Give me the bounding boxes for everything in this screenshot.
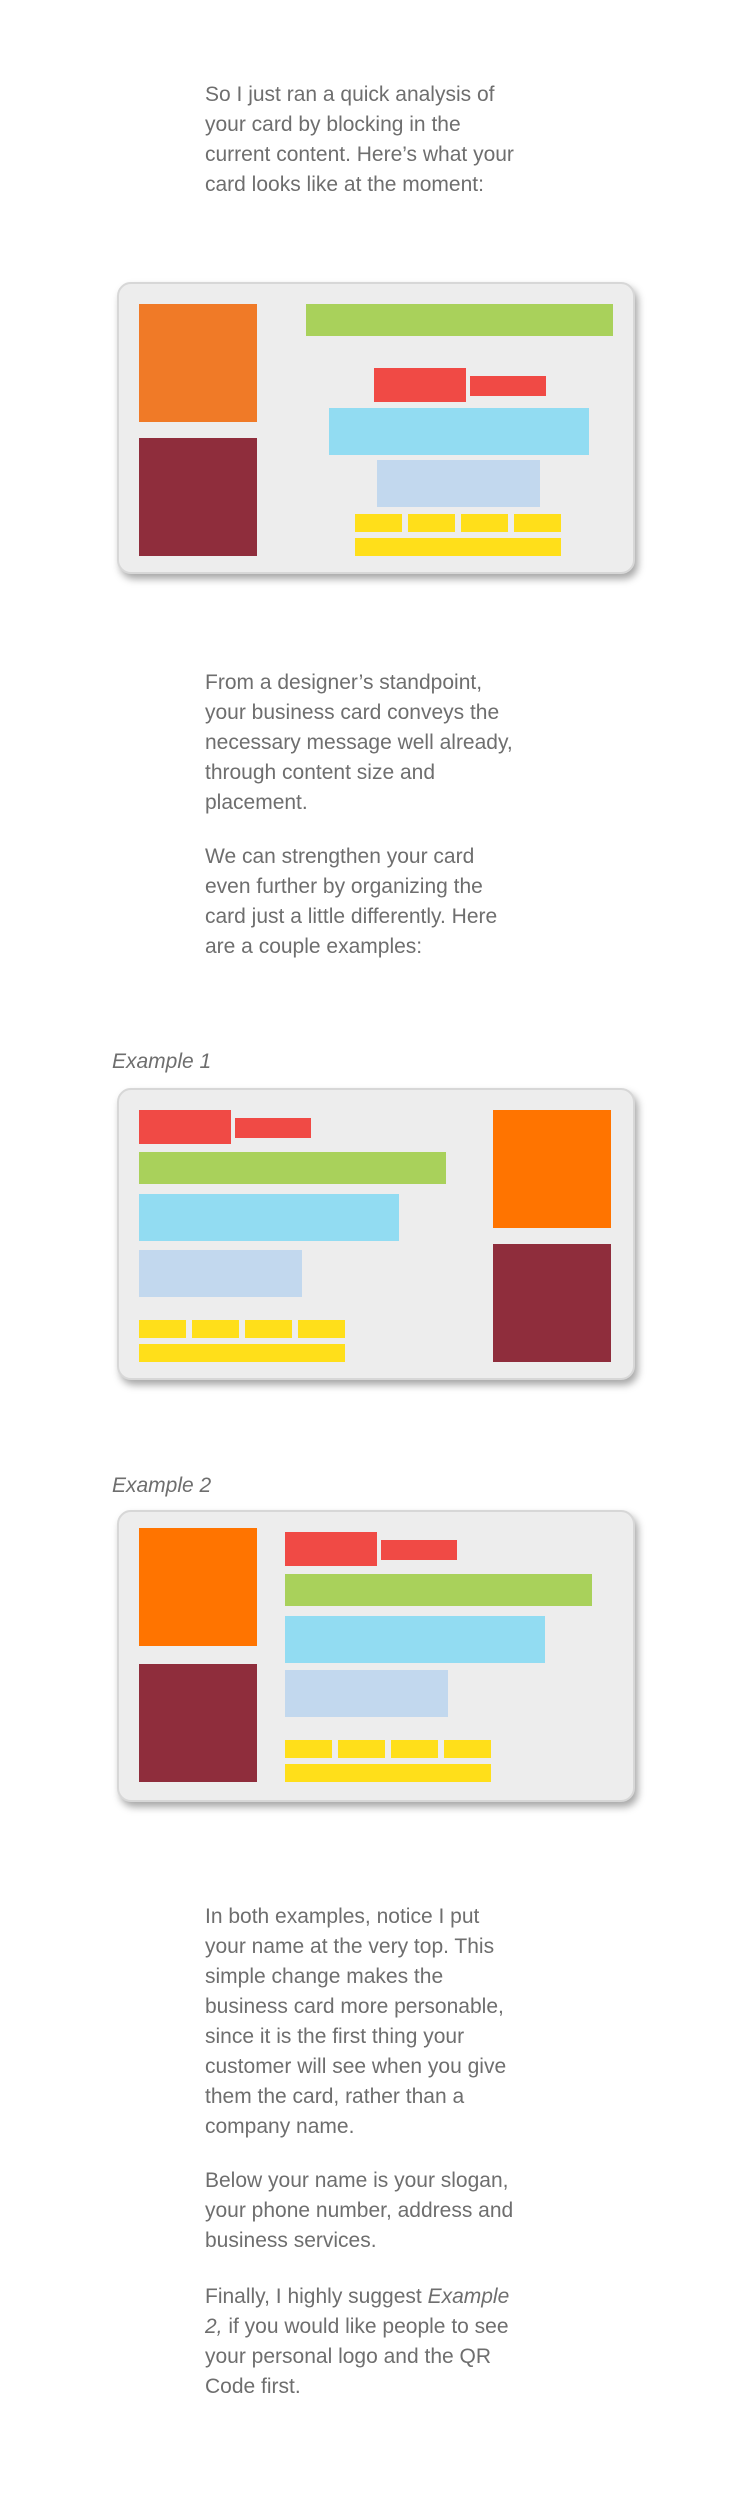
text-line: card looks like at the moment: — [205, 173, 484, 196]
service-block — [298, 1320, 345, 1338]
company-name-block — [285, 1574, 592, 1606]
text-line: your business card conveys the — [205, 701, 500, 724]
closing-paragraph-3: Finally, I highly suggest Example 2, if … — [205, 2282, 560, 2402]
text-line: Code first. — [205, 2375, 301, 2398]
text-line: if you would like people to see — [222, 2315, 509, 2338]
qr-code-block — [139, 1664, 257, 1782]
text-line: your phone number, address and — [205, 2199, 514, 2222]
name-block — [139, 1110, 231, 1144]
example-1-label: Example 1 — [112, 1050, 212, 1073]
name-block — [285, 1532, 377, 1566]
text-line: since it is the first thing your — [205, 2025, 465, 2048]
middle-paragraph-2: We can strengthen your card even further… — [205, 842, 560, 962]
text-line: your card by blocking in the — [205, 113, 461, 136]
address-block — [355, 538, 561, 556]
text-line: placement. — [205, 791, 308, 814]
slogan-block — [139, 1194, 399, 1241]
logo-block — [493, 1110, 611, 1228]
service-block — [285, 1740, 332, 1758]
address-block — [139, 1344, 345, 1362]
address-block — [285, 1764, 491, 1782]
logo-block — [139, 1528, 257, 1646]
service-block — [192, 1320, 239, 1338]
text-line: company name. — [205, 2115, 355, 2138]
qr-code-block — [139, 438, 257, 556]
logo-block — [139, 304, 257, 422]
example-2-card-diagram — [117, 1510, 635, 1802]
company-name-block — [139, 1152, 446, 1184]
service-block — [408, 514, 455, 532]
qr-code-block — [493, 1244, 611, 1362]
service-block — [461, 514, 508, 532]
text-line: customer will see when you give — [205, 2055, 507, 2078]
service-block — [355, 514, 402, 532]
service-block — [338, 1740, 385, 1758]
text-line: business services. — [205, 2229, 377, 2252]
service-block — [391, 1740, 438, 1758]
text-line: So I just ran a quick analysis of — [205, 83, 495, 106]
name-block — [374, 368, 466, 402]
closing-paragraph-1: In both examples, notice I put your name… — [205, 1902, 560, 2142]
text-emphasis: Example — [427, 2285, 510, 2308]
title-block — [381, 1540, 457, 1560]
service-block — [139, 1320, 186, 1338]
text-line: necessary message well already, — [205, 731, 513, 754]
company-name-block — [306, 304, 613, 336]
slogan-block — [329, 408, 589, 455]
text-line: even further by organizing the — [205, 875, 483, 898]
service-block — [514, 514, 561, 532]
title-block — [470, 376, 546, 396]
text-line: through content size and — [205, 761, 435, 784]
text-line: Below your name is your slogan, — [205, 2169, 509, 2192]
text-line: We can strengthen your card — [205, 845, 475, 868]
phone-block — [377, 460, 540, 507]
phone-block — [139, 1250, 302, 1297]
text-line: are a couple examples: — [205, 935, 423, 958]
text-line: your name at the very top. This — [205, 1935, 495, 1958]
intro-paragraph: So I just ran a quick analysis of your c… — [205, 80, 560, 200]
title-block — [235, 1118, 311, 1138]
slogan-block — [285, 1616, 545, 1663]
closing-paragraph-2: Below your name is your slogan, your pho… — [205, 2166, 560, 2256]
text-line: current content. Here’s what your — [205, 143, 514, 166]
example-2-label: Example 2 — [112, 1474, 212, 1497]
text-emphasis: 2, — [205, 2315, 223, 2338]
text-line: simple change makes the — [205, 1965, 444, 1988]
text-line: In both examples, notice I put — [205, 1905, 480, 1928]
current-card-diagram — [117, 282, 635, 574]
text-line: business card more personable, — [205, 1995, 504, 2018]
text-line: them the card, rather than a — [205, 2085, 465, 2108]
text-line: your personal logo and the QR — [205, 2345, 492, 2368]
text-line: card just a little differently. Here — [205, 905, 498, 928]
example-1-card-diagram — [117, 1088, 635, 1380]
text-line: Finally, I highly suggest — [205, 2285, 428, 2308]
service-block — [444, 1740, 491, 1758]
middle-paragraph-1: From a designer’s standpoint, your busin… — [205, 668, 560, 818]
phone-block — [285, 1670, 448, 1717]
service-block — [245, 1320, 292, 1338]
text-line: From a designer’s standpoint, — [205, 671, 483, 694]
